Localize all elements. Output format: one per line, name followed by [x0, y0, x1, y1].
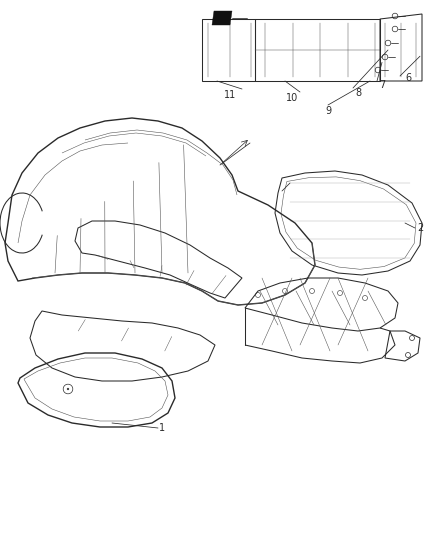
Text: 7: 7	[379, 80, 385, 90]
Polygon shape	[212, 11, 232, 25]
Text: 8: 8	[355, 88, 361, 98]
Text: 9: 9	[325, 106, 331, 116]
Text: 10: 10	[286, 93, 298, 103]
Text: 1: 1	[159, 423, 165, 433]
Text: 11: 11	[224, 90, 236, 100]
Text: 6: 6	[405, 73, 411, 83]
Circle shape	[67, 388, 69, 390]
Text: 2: 2	[417, 223, 423, 233]
